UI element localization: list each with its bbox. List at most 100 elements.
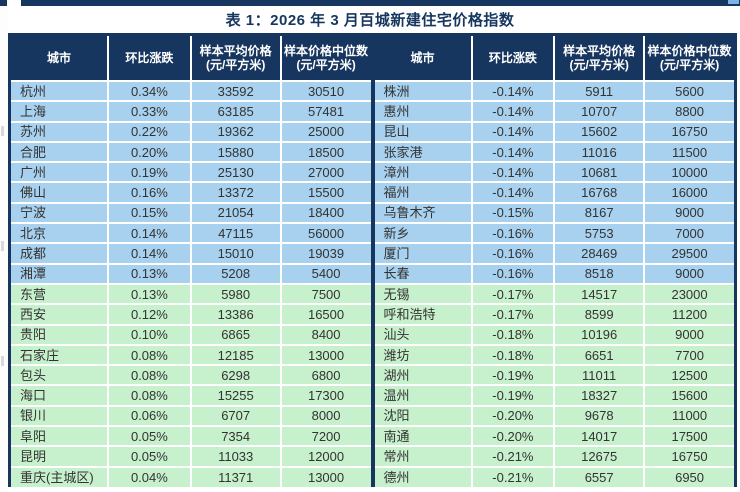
city-cell: 长春 xyxy=(374,262,472,284)
table-row: 张家港 -0.14% 11016 11500 xyxy=(374,140,734,163)
city-cell: 惠州 xyxy=(374,100,472,122)
header-row: 城市 环比涨跌 样本平均价格 (元/平方米) 样本价格中位数 (元/平方米) xyxy=(374,36,734,81)
city-cell: 常州 xyxy=(374,445,472,467)
avg-price-cell: 16768 xyxy=(553,181,645,203)
avg-price-cell: 10707 xyxy=(553,100,645,122)
change-cell: -0.17% xyxy=(470,282,555,305)
price-index-table: 城市 环比涨跌 样本平均价格 (元/平方米) 样本价格中位数 (元/平方米) 杭… xyxy=(8,33,737,487)
change-cell: -0.16% xyxy=(470,262,555,284)
median-price-cell: 56000 xyxy=(279,222,371,244)
city-cell: 漳州 xyxy=(374,161,472,183)
table-row: 银川 0.06% 6707 8000 xyxy=(11,404,371,427)
table-row: 海口 0.08% 15255 17300 xyxy=(11,384,371,406)
change-cell: 0.14% xyxy=(107,242,191,264)
median-price-cell: 9000 xyxy=(643,262,734,284)
median-price-cell: 57481 xyxy=(279,100,371,122)
median-price-cell: 11200 xyxy=(643,303,734,325)
table-row: 昆山 -0.14% 15602 16750 xyxy=(374,120,734,142)
col-header-change: 环比涨跌 xyxy=(107,36,191,81)
table-row: 新乡 -0.16% 5753 7000 xyxy=(374,222,734,244)
avg-price-cell: 15880 xyxy=(189,140,281,163)
avg-price-cell: 5753 xyxy=(553,222,645,244)
median-price-cell: 15500 xyxy=(279,181,371,203)
city-cell: 杭州 xyxy=(11,79,109,102)
city-cell: 湖州 xyxy=(374,364,472,386)
change-cell: -0.17% xyxy=(470,303,555,325)
median-price-cell: 8000 xyxy=(279,404,371,427)
city-cell: 佛山 xyxy=(11,181,109,203)
table-row: 西安 0.12% 13386 16500 xyxy=(11,303,371,325)
col-header-median-price: 样本价格中位数 (元/平方米) xyxy=(643,36,734,81)
change-cell: 0.16% xyxy=(107,181,191,203)
table-row: 温州 -0.19% 18327 15600 xyxy=(374,384,734,406)
median-price-cell: 23000 xyxy=(643,282,734,305)
table-row: 乌鲁木齐 -0.15% 8167 9000 xyxy=(374,201,734,224)
median-price-cell: 8800 xyxy=(643,100,734,122)
median-price-cell: 8400 xyxy=(279,323,371,345)
change-cell: -0.18% xyxy=(470,323,555,345)
table-row: 厦门 -0.16% 28469 29500 xyxy=(374,242,734,264)
top-bar-notch xyxy=(728,0,739,4)
change-cell: 0.12% xyxy=(107,303,191,325)
left-page-margin xyxy=(0,6,8,492)
table-row: 漳州 -0.14% 10681 10000 xyxy=(374,161,734,183)
avg-price-cell: 11371 xyxy=(189,465,281,487)
avg-price-cell: 5911 xyxy=(553,79,645,102)
city-cell: 汕头 xyxy=(374,323,472,345)
avg-price-cell: 8599 xyxy=(553,303,645,325)
page-title: 表 1：2026 年 3 月百城新建住宅价格指数 xyxy=(225,12,515,29)
median-price-cell: 13000 xyxy=(279,343,371,366)
table-row: 德州 -0.21% 6557 6950 xyxy=(374,465,734,487)
table-row: 石家庄 0.08% 12185 13000 xyxy=(11,343,371,366)
avg-price-cell: 12675 xyxy=(553,445,645,467)
col-header-avg-price: 样本平均价格 (元/平方米) xyxy=(189,36,281,81)
table-row: 福州 -0.14% 16768 16000 xyxy=(374,181,734,203)
city-cell: 株洲 xyxy=(374,79,472,102)
city-cell: 德州 xyxy=(374,465,472,487)
table-row: 北京 0.14% 47115 56000 xyxy=(11,222,371,244)
change-cell: 0.15% xyxy=(107,201,191,224)
change-cell: -0.14% xyxy=(470,181,555,203)
change-cell: 0.05% xyxy=(107,425,191,447)
city-cell: 包头 xyxy=(11,364,109,386)
table-row: 湖州 -0.19% 11011 12500 xyxy=(374,364,734,386)
city-cell: 乌鲁木齐 xyxy=(374,201,472,224)
city-cell: 西安 xyxy=(11,303,109,325)
margin-artifact xyxy=(1,241,4,251)
change-cell: -0.16% xyxy=(470,242,555,264)
margin-artifact xyxy=(1,126,4,136)
table-row: 惠州 -0.14% 10707 8800 xyxy=(374,100,734,122)
change-cell: 0.13% xyxy=(107,282,191,305)
table-row: 佛山 0.16% 13372 15500 xyxy=(11,181,371,203)
avg-price-cell: 21054 xyxy=(189,201,281,224)
median-price-cell: 11000 xyxy=(643,404,734,427)
city-cell: 张家港 xyxy=(374,140,472,163)
change-cell: -0.20% xyxy=(470,404,555,427)
city-cell: 银川 xyxy=(11,404,109,427)
city-cell: 东营 xyxy=(11,282,109,305)
avg-price-cell: 9678 xyxy=(553,404,645,427)
change-cell: 0.08% xyxy=(107,384,191,406)
col-header-change: 环比涨跌 xyxy=(470,36,555,81)
table-row: 常州 -0.21% 12675 16750 xyxy=(374,445,734,467)
median-price-cell: 7200 xyxy=(279,425,371,447)
avg-price-cell: 13386 xyxy=(189,303,281,325)
col-header-city: 城市 xyxy=(11,36,109,81)
change-cell: 0.34% xyxy=(107,79,191,102)
median-price-cell: 30510 xyxy=(279,79,371,102)
city-cell: 石家庄 xyxy=(11,343,109,366)
change-cell: -0.14% xyxy=(470,100,555,122)
table-row: 东营 0.13% 5980 7500 xyxy=(11,282,371,305)
city-cell: 北京 xyxy=(11,222,109,244)
change-cell: -0.16% xyxy=(470,222,555,244)
col-header-city: 城市 xyxy=(374,36,472,81)
change-cell: -0.14% xyxy=(470,120,555,142)
median-price-cell: 9000 xyxy=(643,201,734,224)
table-row: 潍坊 -0.18% 6651 7700 xyxy=(374,343,734,366)
median-price-cell: 17300 xyxy=(279,384,371,406)
avg-price-cell: 19362 xyxy=(189,120,281,142)
city-cell: 昆山 xyxy=(374,120,472,142)
avg-price-cell: 47115 xyxy=(189,222,281,244)
change-cell: 0.19% xyxy=(107,161,191,183)
change-cell: 0.08% xyxy=(107,364,191,386)
